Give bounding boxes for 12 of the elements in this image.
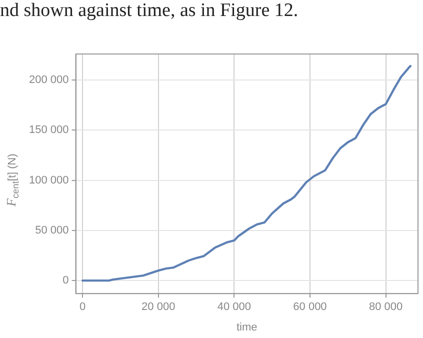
x-tick-label: 80 000 xyxy=(368,301,403,314)
y-tick-label: 150 000 xyxy=(28,124,69,136)
x-axis-title: time xyxy=(236,321,258,334)
y-tick-label: 200 000 xyxy=(28,74,69,86)
y-tick-label: 100 000 xyxy=(28,174,69,186)
x-tick-label: 40 000 xyxy=(217,301,252,314)
y-tick-label: 50 000 xyxy=(35,224,69,236)
x-tick-label: 0 xyxy=(80,301,86,314)
x-tick-label: 20 000 xyxy=(142,301,176,314)
y-tick-label: 0 xyxy=(62,274,69,287)
text: nd shown against time, as in Figure 12. xyxy=(0,0,298,22)
x-tick-label: 60 000 xyxy=(293,301,327,314)
